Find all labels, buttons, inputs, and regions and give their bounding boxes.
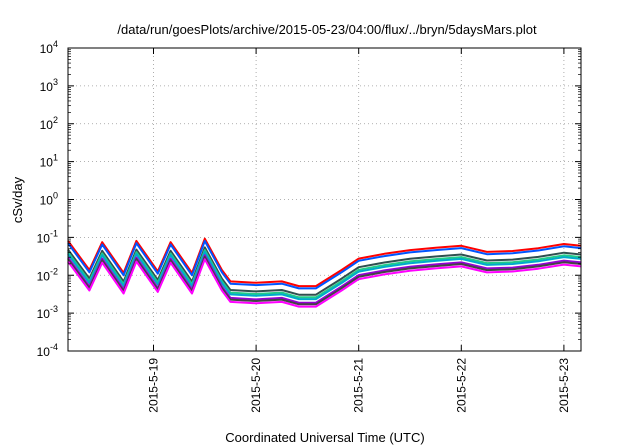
grid — [68, 48, 581, 351]
x-axis-label: Coordinated Universal Time (UTC) — [225, 430, 424, 445]
x-tick-label: 2015-5-21 — [352, 358, 366, 413]
x-axis: 2015-5-19 2015-5-20 2015-5-21 2015-5-22 2015… — [147, 48, 571, 413]
y-axis-label: cSv/day — [10, 176, 25, 223]
y-tick-label: 103 — [40, 77, 58, 94]
series-line-7 — [67, 256, 582, 306]
y-tick-label: 102 — [40, 115, 58, 132]
series-line-3 — [67, 246, 582, 296]
y-tick-label: 10-1 — [37, 228, 58, 245]
y-tick-label: 101 — [40, 153, 58, 170]
y-tick-label: 100 — [40, 191, 58, 208]
y-tick-label: 10-3 — [37, 304, 58, 321]
y-tick-label: 10-4 — [37, 342, 58, 359]
x-tick-label: 2015-5-19 — [147, 358, 161, 413]
x-tick-label: 2015-5-20 — [249, 358, 263, 413]
series-line-5 — [67, 250, 582, 301]
chart-title: /data/run/goesPlots/archive/2015-05-23/0… — [117, 22, 537, 37]
series-line-1 — [67, 237, 582, 288]
y-tick-label: 10-2 — [37, 266, 58, 283]
x-tick-label: 2015-5-23 — [557, 358, 571, 413]
x-tick-label: 2015-5-22 — [454, 358, 468, 413]
y-axis: 10-4 10-3 10-2 10-1 100 101 102 103 104 — [37, 39, 581, 359]
series-line-2 — [67, 240, 582, 290]
series-group — [67, 237, 582, 308]
series-line-8 — [67, 258, 582, 308]
series-line-4 — [67, 249, 582, 299]
y-tick-label: 104 — [40, 39, 58, 56]
